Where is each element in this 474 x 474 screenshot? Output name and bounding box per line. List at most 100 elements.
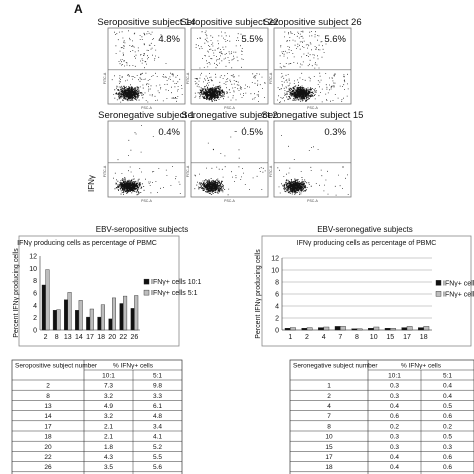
table-cell-value: 4.8 [153, 413, 162, 420]
table-cell-subject: 15 [325, 444, 333, 451]
dot-plot-title: Seronegative subject 15 [262, 110, 364, 121]
table-cell-value: 4.1 [153, 434, 162, 441]
bar [134, 295, 139, 331]
data-tables: Seropositive subject number % IFNγ+ cells… [11, 359, 474, 474]
table-frame [289, 359, 474, 474]
dot-plot-title: Seropositive subject 26 [263, 17, 361, 28]
bar [318, 327, 324, 331]
x-tick-label: 2 [44, 334, 48, 341]
bar-chart: IFNγ producing cells as percentage of PB… [255, 235, 474, 347]
table-cell-subject: 17 [44, 423, 52, 430]
x-tick-label: 22 [119, 334, 127, 341]
y-tick-label: 6 [33, 291, 37, 298]
dot-plot-panel: Seropositive subject 26 5.6% FITC-A PSC-A [263, 17, 361, 110]
y-tick-label: 12 [271, 256, 279, 263]
table-cell-value: 0.5 [443, 403, 452, 410]
x-tick-label: 4 [322, 334, 326, 341]
table-cell-subject: 8 [46, 393, 50, 400]
table-header-subject: Seronegative subject number [293, 363, 378, 370]
table-cell-value: 0.4 [390, 454, 399, 461]
dot-plot-frame [190, 27, 269, 105]
percent-label: 5.5% [241, 34, 263, 45]
y-tick-label: 4 [33, 303, 37, 310]
table-cell-value: 9.8 [153, 383, 162, 390]
dot-plot-panel: Seronegative subject 15 0.3% FITC-A PSC-A [262, 110, 364, 203]
bar [401, 327, 408, 331]
table-cell-value: 3.2 [104, 413, 113, 420]
y-tick-label: 8 [33, 278, 37, 285]
bar [373, 326, 380, 331]
table-cell-value: 3.5 [104, 464, 113, 471]
table-subheader: 5:1 [443, 373, 452, 380]
bar [301, 328, 308, 331]
y-tick-label: 8 [275, 280, 279, 287]
table-cell-subject: 18 [325, 464, 333, 471]
table-header-ifng: % IFNγ+ cells [401, 363, 442, 370]
dot-plot-ylabel: FITC-A [103, 72, 107, 84]
table-cell-value: 2.1 [104, 423, 113, 430]
table-cell-subject: 2 [46, 383, 50, 390]
bar [290, 327, 296, 331]
bar [45, 269, 50, 331]
legend-label: IFNγ+ cells 5:1 [151, 290, 198, 297]
bar [67, 292, 72, 331]
table-cell-value: 0.6 [443, 454, 452, 461]
table-cell-subject: 4 [327, 403, 331, 410]
table-cell-value: 0.3 [390, 434, 399, 441]
dot-plot-panel: Seronegative subject 2 0.5% FITC-A PSC-A [181, 110, 278, 203]
table-cell-value: 0.6 [443, 464, 452, 471]
y-tick-label: 0 [275, 328, 279, 335]
panel-label: A [74, 2, 83, 16]
y-tick-label: 6 [275, 292, 279, 299]
table-cell-value: 0.4 [390, 464, 399, 471]
table-cell-subject: 14 [44, 413, 52, 420]
bar [356, 328, 363, 331]
table-cell-subject: 18 [44, 434, 52, 441]
bar [123, 295, 128, 331]
event-dots [111, 30, 183, 103]
percent-label: 5.6% [324, 34, 346, 45]
bar [351, 328, 358, 331]
dot-plot-panel: Seropositive subject 22 5.5% FITC-A PSC-A [180, 17, 278, 110]
y-tick-label: 10 [29, 266, 37, 273]
bar [390, 328, 396, 331]
bar [41, 284, 46, 331]
y-tick-label: 10 [271, 268, 279, 275]
table-cell-value: 0.6 [443, 413, 452, 420]
bar [323, 326, 330, 331]
y-tick-label: 12 [29, 254, 37, 261]
table-subheader: 10:1 [388, 373, 401, 380]
x-tick-label: 1 [288, 334, 292, 341]
table-cell-value: 7.3 [104, 383, 113, 390]
dot-plot-xlabel: PSC-A [307, 199, 318, 203]
chart-ylabel: Percent IFNγ producing cells [255, 249, 262, 339]
dot-plot-title: Seropositive subject 14 [97, 17, 195, 28]
legend-label: IFNγ+ cells [443, 291, 474, 298]
table-cell-value: 0.3 [443, 444, 452, 451]
table-frame [11, 359, 183, 474]
bar [56, 309, 61, 331]
bar [108, 318, 113, 331]
table-cell-value: 0.6 [390, 413, 399, 420]
table-cell-value: 3.4 [153, 423, 162, 430]
bar [119, 303, 124, 331]
table-cell-value: 5.5 [153, 454, 162, 461]
x-tick-label: 14 [75, 334, 83, 341]
dot-plot-ylabel: FITC-A [269, 165, 273, 177]
bar [368, 328, 374, 331]
chart-title: IFNγ producing cells as percentage of PB… [297, 240, 437, 247]
table-cell-value: 3.2 [104, 393, 113, 400]
legend-swatch [143, 278, 150, 285]
table-cell-value: 2.1 [104, 434, 113, 441]
percent-label: 0.5% [241, 127, 263, 138]
table-cell-value: 0.3 [390, 393, 399, 400]
legend-label: IFNγ+ cells 10:1 [151, 279, 201, 286]
percent-label: 4.8% [158, 34, 180, 45]
dot-plot-title: Seronegative subject 1 [98, 110, 195, 121]
table-cell-value: 0.4 [443, 383, 452, 390]
table-cell-value: 0.4 [443, 393, 452, 400]
table-header-ifng: % IFNγ+ cells [113, 363, 154, 370]
dot-plot-panel: Seropositive subject 14 4.8% FITC-A PSC-A [97, 17, 195, 110]
x-tick-label: 10 [370, 334, 378, 341]
